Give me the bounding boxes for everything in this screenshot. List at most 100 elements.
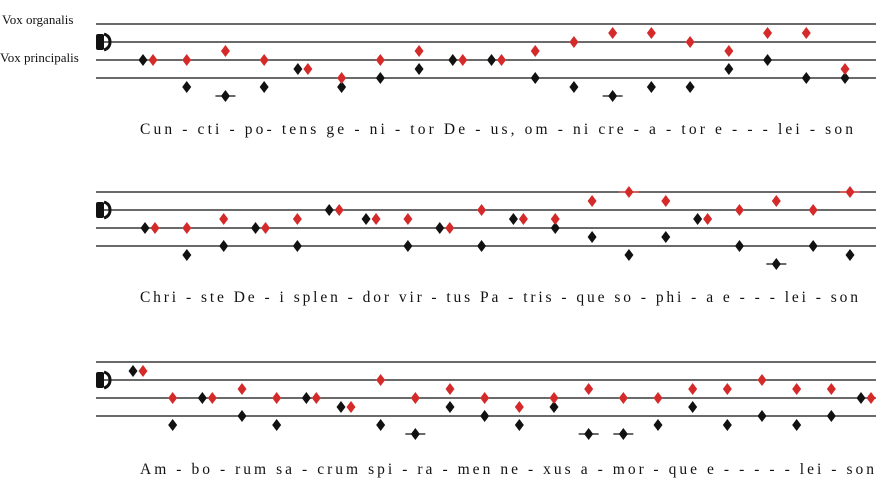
lyric-syllable: a: [649, 121, 656, 138]
lyric-syllable: spi: [368, 461, 393, 478]
vox-organalis-neume: [840, 63, 850, 75]
vox-organalis-neume: [724, 45, 734, 57]
vox-principalis-neume: [140, 222, 150, 234]
lyric-syllable: a: [706, 289, 713, 306]
lyric-syllable: cti: [198, 121, 220, 138]
lyric-hyphen: -: [666, 121, 671, 138]
vox-principalis-neume: [724, 63, 734, 75]
lyric-hyphen: -: [740, 289, 745, 306]
lyric-syllable: e: [715, 121, 722, 138]
vox-principalis-neume: [856, 392, 866, 404]
vox-organalis-label: Vox organalis: [2, 12, 73, 27]
vox-organalis-neume: [220, 45, 230, 57]
vox-organalis-neume: [826, 383, 836, 395]
vox-organalis-neume: [219, 213, 229, 225]
vox-organalis-neume: [292, 213, 302, 225]
vox-principalis-neume: [845, 249, 855, 261]
vox-principalis-neume: [722, 419, 732, 431]
c-clef-body: [96, 372, 104, 388]
vox-principalis-neume: [477, 240, 487, 252]
lyric-syllable: dor: [363, 289, 390, 306]
lyric-syllable: splen: [294, 289, 338, 306]
lyric-hyphen: -: [770, 289, 775, 306]
vox-organalis-neume: [376, 374, 386, 386]
lyric-syllable: e: [707, 461, 714, 478]
vox-principalis-neume: [487, 54, 496, 66]
vox-organalis-neume: [497, 54, 506, 66]
lyric-syllable: po-: [245, 121, 272, 138]
vox-principalis-neume: [128, 365, 138, 377]
lyric-syllable: om: [525, 121, 548, 138]
vox-organalis-neume: [334, 204, 344, 216]
vox-organalis-neume: [207, 392, 217, 404]
vox-principalis-neume: [549, 401, 559, 413]
c-clef-curve: [103, 32, 112, 52]
vox-organalis-neume: [757, 374, 767, 386]
lyric-hyphen: -: [763, 121, 768, 138]
vox-organalis-neume: [182, 54, 192, 66]
vox-organalis-neume: [445, 383, 455, 395]
staff-system-3: Am - bo - rum sa - crum spi - ra - men ne - xus a - mor - qu…: [96, 361, 876, 478]
vox-principalis-neume: [435, 222, 445, 234]
lyric-syllable: men: [458, 461, 491, 478]
vox-principalis-neume: [336, 401, 346, 413]
lyric-syllable: ni: [573, 121, 589, 138]
vox-organalis-neume: [608, 27, 618, 39]
vox-principalis-neume: [514, 419, 524, 431]
vox-principalis-neume: [293, 63, 303, 75]
vox-principalis-neume: [259, 81, 269, 93]
lyric-syllable: De: [234, 289, 255, 306]
lyric-hyphen: -: [558, 121, 563, 138]
lyric-syllable: son: [825, 121, 853, 138]
lyric-syllable: vir: [399, 289, 423, 306]
vox-principalis-neume: [361, 213, 371, 225]
c-clef-icon: [96, 32, 112, 52]
lyric-syllable: crum: [317, 461, 358, 478]
lyric-syllable: ge: [326, 121, 344, 138]
vox-principalis-neume: [734, 240, 744, 252]
vox-organalis-neume: [801, 27, 811, 39]
lyric-hyphen: -: [229, 121, 234, 138]
c-clef-icon: [96, 370, 112, 390]
vox-principalis-neume: [693, 213, 703, 225]
vox-principalis-neume: [618, 428, 628, 440]
vox-principalis-neume: [414, 63, 424, 75]
vox-organalis-neume: [458, 54, 468, 66]
lyric-hyphen: -: [348, 289, 353, 306]
lyric-syllable: son: [846, 461, 874, 478]
vox-organalis-neume: [138, 365, 148, 377]
vox-principalis-neume: [685, 81, 695, 93]
lyric-hyphen: -: [810, 121, 815, 138]
vox-organalis-neume: [808, 204, 818, 216]
lyric-syllable: mor: [613, 461, 645, 478]
lyric-syllable: rum: [235, 461, 266, 478]
vox-principalis-neume: [688, 401, 698, 413]
vox-principalis-neume: [301, 392, 311, 404]
vox-organalis-neume: [646, 27, 656, 39]
vox-principalis-label: Vox principalis: [0, 50, 79, 65]
lyric-syllable: tris: [523, 289, 551, 306]
lyric-hyphen: -: [442, 461, 447, 478]
vox-principalis-neume: [448, 54, 458, 66]
vox-organalis-neume: [763, 27, 773, 39]
vox-principalis-neume: [653, 419, 663, 431]
vox-principalis-neume: [168, 419, 178, 431]
lyric-line-1: Cun - cti - po-tens ge - ni - tor De - us, om - ni cre - a…: [140, 121, 853, 138]
lyric-hyphen: -: [785, 461, 790, 478]
vox-organalis-neume: [168, 392, 178, 404]
lyric-hyphen: -: [831, 461, 836, 478]
lyric-hyphen: -: [431, 289, 436, 306]
lyric-hyphen: -: [641, 289, 646, 306]
vox-organalis-neume: [148, 54, 158, 66]
vox-principalis-neume: [508, 213, 518, 225]
vox-organalis-neume: [549, 392, 559, 404]
lyric-hyphen: -: [634, 121, 639, 138]
vox-organalis-neume: [587, 195, 597, 207]
lyric-syllable: Chri: [140, 289, 177, 306]
lyric-syllable: ni: [370, 121, 386, 138]
lyric-syllable: ra: [417, 461, 432, 478]
vox-principalis-neume: [251, 222, 261, 234]
lyric-syllable: que: [576, 289, 604, 306]
vox-organalis-neume: [410, 392, 420, 404]
vox-organalis-neume: [445, 222, 455, 234]
